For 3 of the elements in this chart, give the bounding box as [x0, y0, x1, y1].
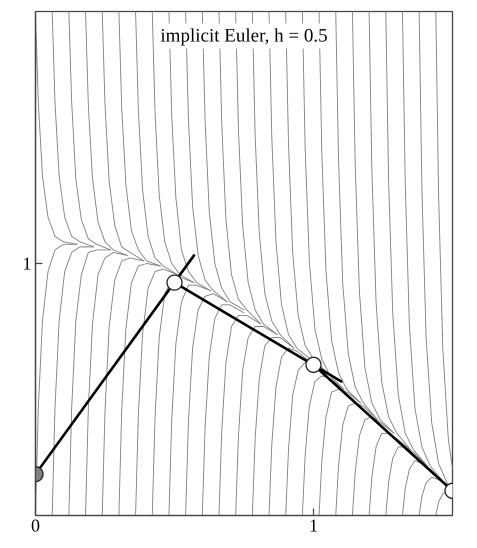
text: 1 [22, 254, 32, 274]
text: implicit Euler, h = 0.5 [160, 26, 328, 46]
x-tick-label: 0 [31, 516, 40, 536]
